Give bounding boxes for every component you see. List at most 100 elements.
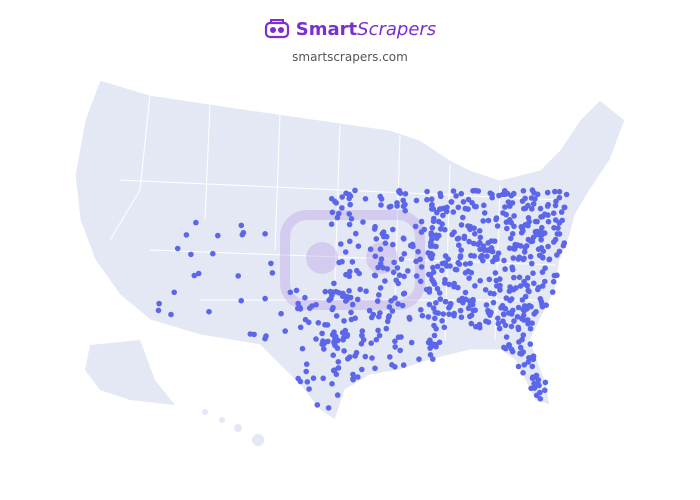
location-dot <box>519 226 526 232</box>
alaska <box>85 340 175 405</box>
location-dot <box>336 259 343 266</box>
location-dot <box>343 271 349 278</box>
hawaii <box>202 409 264 446</box>
location-dot <box>481 202 487 209</box>
location-dot <box>525 317 531 323</box>
location-dot <box>492 256 498 263</box>
location-dot <box>515 326 522 333</box>
location-dot <box>299 345 306 352</box>
location-dot <box>334 214 341 221</box>
location-dot <box>314 402 321 408</box>
location-dot <box>331 339 337 346</box>
location-dot <box>519 336 525 343</box>
location-dot <box>380 265 386 271</box>
brand-bold: Smart <box>295 19 358 40</box>
location-dot <box>358 341 365 347</box>
location-dot <box>521 317 527 323</box>
location-dot <box>496 325 503 332</box>
location-dot <box>340 290 346 297</box>
location-dot <box>434 209 440 216</box>
location-dot <box>425 314 432 320</box>
location-dot <box>508 235 514 242</box>
location-dot <box>503 334 510 340</box>
location-dot <box>550 210 557 216</box>
location-dot <box>503 211 510 218</box>
location-dot <box>348 309 354 316</box>
location-dot <box>352 315 359 322</box>
location-dot <box>418 264 425 270</box>
location-dot <box>436 290 443 296</box>
location-dot <box>340 292 347 299</box>
location-dot <box>437 296 444 302</box>
location-dot <box>447 263 453 269</box>
location-dot <box>533 372 540 379</box>
location-dot <box>533 231 540 238</box>
location-dot <box>183 232 190 238</box>
location-dot <box>492 254 499 261</box>
location-dot <box>347 193 354 199</box>
location-dot <box>331 367 338 373</box>
location-dot <box>362 353 369 360</box>
location-dot <box>485 240 492 246</box>
location-dot <box>372 223 378 230</box>
location-dot <box>501 257 507 264</box>
location-dot <box>532 196 538 202</box>
location-dot <box>521 249 528 255</box>
location-dot <box>432 341 439 348</box>
location-dot <box>537 296 544 302</box>
location-dot <box>550 278 557 285</box>
location-dot <box>329 381 335 387</box>
location-dot <box>394 203 400 209</box>
location-dot <box>456 242 462 248</box>
location-dot <box>559 217 565 224</box>
location-dot <box>347 238 353 245</box>
location-dot <box>428 344 434 350</box>
location-dot <box>518 243 524 249</box>
location-dot <box>481 210 488 216</box>
location-dot <box>372 253 379 260</box>
location-dot <box>429 276 435 283</box>
location-dot <box>456 297 463 304</box>
location-dot <box>426 289 433 295</box>
location-dot <box>499 302 506 309</box>
location-dot <box>522 222 529 228</box>
location-dot <box>444 204 450 211</box>
location-dot <box>477 277 484 284</box>
location-dot <box>460 214 466 221</box>
location-dot <box>540 248 547 254</box>
location-dot <box>418 218 425 225</box>
location-dot <box>553 198 559 205</box>
location-dot <box>514 314 521 320</box>
location-dot <box>334 345 341 352</box>
location-dot <box>399 302 406 309</box>
location-dot <box>378 202 384 208</box>
location-dot <box>329 209 336 216</box>
location-dot <box>460 199 467 205</box>
location-dot <box>507 297 513 304</box>
location-dot <box>527 253 534 260</box>
location-dot <box>356 270 363 277</box>
location-dot <box>492 238 498 244</box>
location-dot <box>521 278 527 285</box>
location-dot <box>343 297 350 303</box>
location-dot <box>487 290 494 297</box>
location-dot <box>540 254 546 261</box>
location-dot <box>401 290 408 297</box>
location-dot <box>545 201 551 208</box>
location-dot <box>471 225 477 231</box>
location-dot <box>429 206 435 212</box>
location-dot <box>472 187 479 194</box>
location-dot <box>332 333 339 340</box>
location-dot <box>501 188 508 194</box>
location-dot <box>551 272 558 279</box>
location-dot <box>418 229 425 235</box>
location-dot <box>537 205 544 212</box>
location-dot <box>542 387 548 394</box>
location-dot <box>441 280 448 286</box>
location-dot <box>372 272 379 279</box>
location-dot <box>347 354 353 360</box>
location-dot <box>321 346 327 352</box>
location-dot <box>195 270 202 277</box>
location-dot <box>328 295 334 302</box>
location-dot <box>427 345 433 351</box>
